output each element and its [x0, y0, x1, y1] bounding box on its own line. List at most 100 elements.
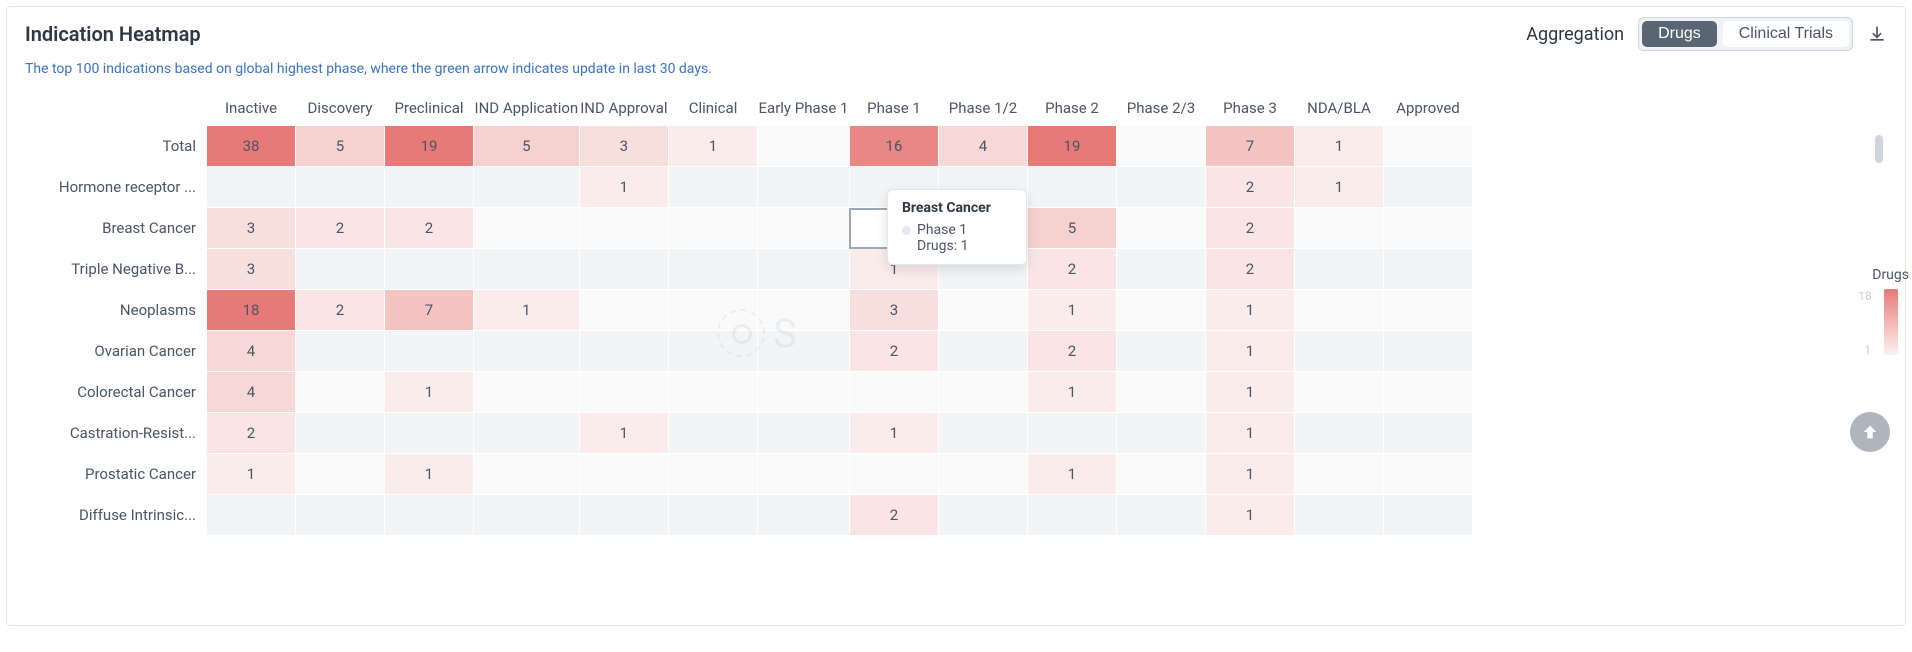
heatmap-cell[interactable] — [296, 372, 385, 413]
heatmap-cell[interactable] — [579, 208, 668, 249]
heatmap-cell[interactable]: 2 — [849, 495, 938, 536]
row-header[interactable]: Ovarian Cancer — [25, 331, 207, 372]
heatmap-cell[interactable] — [579, 495, 668, 536]
heatmap-cell[interactable]: 2 — [1027, 249, 1116, 290]
heatmap-cell[interactable] — [1383, 208, 1472, 249]
heatmap-cell[interactable]: 1 — [579, 413, 668, 454]
heatmap-cell[interactable] — [669, 495, 758, 536]
heatmap-cell[interactable] — [1294, 331, 1383, 372]
heatmap-cell[interactable] — [1116, 495, 1205, 536]
heatmap-cell[interactable] — [385, 167, 474, 208]
heatmap-cell[interactable]: 1 — [1205, 290, 1294, 331]
heatmap-cell[interactable] — [474, 454, 580, 495]
heatmap-cell[interactable] — [1383, 290, 1472, 331]
heatmap-cell[interactable] — [669, 290, 758, 331]
heatmap-cell[interactable] — [1116, 167, 1205, 208]
heatmap-cell[interactable]: 3 — [207, 249, 296, 290]
heatmap-cell[interactable]: 1 — [474, 290, 580, 331]
scroll-to-top-button[interactable] — [1850, 412, 1890, 452]
row-header[interactable]: Total — [25, 126, 207, 167]
heatmap-cell[interactable] — [1116, 290, 1205, 331]
heatmap-cell[interactable] — [385, 331, 474, 372]
heatmap-cell[interactable] — [579, 372, 668, 413]
heatmap-cell[interactable]: 2 — [1205, 249, 1294, 290]
heatmap-cell[interactable] — [938, 372, 1027, 413]
heatmap-cell[interactable]: 3 — [849, 290, 938, 331]
heatmap-cell[interactable] — [758, 167, 850, 208]
scrollbar-thumb[interactable] — [1875, 135, 1883, 163]
heatmap-cell[interactable]: 19 — [1027, 126, 1116, 167]
heatmap-cell[interactable] — [938, 413, 1027, 454]
row-header[interactable]: Breast Cancer — [25, 208, 207, 249]
heatmap-cell[interactable]: 2 — [296, 290, 385, 331]
heatmap-cell[interactable] — [474, 372, 580, 413]
heatmap-cell[interactable]: 1 — [1027, 372, 1116, 413]
heatmap-cell[interactable] — [669, 167, 758, 208]
heatmap-cell[interactable] — [758, 372, 850, 413]
heatmap-cell[interactable]: 2 — [1205, 167, 1294, 208]
heatmap-cell[interactable] — [1294, 290, 1383, 331]
heatmap-cell[interactable] — [474, 249, 580, 290]
heatmap-cell[interactable]: 2 — [207, 413, 296, 454]
heatmap-cell[interactable] — [758, 495, 850, 536]
heatmap-cell[interactable] — [849, 454, 938, 495]
heatmap-cell[interactable]: 5 — [474, 126, 580, 167]
heatmap-cell[interactable]: 1 — [1294, 126, 1383, 167]
heatmap-cell[interactable] — [669, 208, 758, 249]
heatmap-cell[interactable] — [1294, 208, 1383, 249]
heatmap-cell[interactable] — [1116, 249, 1205, 290]
row-header[interactable]: Castration-Resist... — [25, 413, 207, 454]
heatmap-cell[interactable]: 1 — [1205, 495, 1294, 536]
heatmap-cell[interactable] — [758, 208, 850, 249]
heatmap-cell[interactable]: 1 — [1027, 290, 1116, 331]
heatmap-cell[interactable] — [758, 413, 850, 454]
download-icon[interactable] — [1867, 24, 1887, 44]
heatmap-cell[interactable] — [296, 249, 385, 290]
heatmap-cell[interactable] — [1294, 413, 1383, 454]
heatmap-cell[interactable]: 1 — [1294, 167, 1383, 208]
heatmap-cell[interactable] — [1294, 249, 1383, 290]
heatmap-cell[interactable] — [296, 167, 385, 208]
heatmap-cell[interactable] — [1116, 413, 1205, 454]
heatmap-cell[interactable] — [1294, 454, 1383, 495]
heatmap-cell[interactable]: 2 — [296, 208, 385, 249]
heatmap-cell[interactable] — [1294, 495, 1383, 536]
heatmap-cell[interactable] — [758, 331, 850, 372]
row-header[interactable]: Hormone receptor ... — [25, 167, 207, 208]
heatmap-cell[interactable] — [938, 495, 1027, 536]
heatmap-cell[interactable] — [1383, 331, 1472, 372]
heatmap-cell[interactable]: 1 — [1205, 454, 1294, 495]
heatmap-cell[interactable]: 5 — [1027, 208, 1116, 249]
heatmap-cell[interactable]: 2 — [1027, 331, 1116, 372]
heatmap-cell[interactable] — [207, 167, 296, 208]
row-header[interactable]: Colorectal Cancer — [25, 372, 207, 413]
row-header[interactable]: Neoplasms — [25, 290, 207, 331]
heatmap-cell[interactable] — [1383, 454, 1472, 495]
heatmap-cell[interactable] — [758, 126, 850, 167]
heatmap-cell[interactable] — [758, 454, 850, 495]
heatmap-cell[interactable] — [938, 454, 1027, 495]
heatmap-cell[interactable]: 4 — [207, 331, 296, 372]
heatmap-cell[interactable]: 3 — [207, 208, 296, 249]
heatmap-cell[interactable] — [296, 454, 385, 495]
heatmap-cell[interactable]: 1 — [579, 167, 668, 208]
heatmap-cell[interactable] — [669, 372, 758, 413]
heatmap-cell[interactable] — [579, 290, 668, 331]
heatmap-cell[interactable]: 1 — [1205, 331, 1294, 372]
heatmap-cell[interactable] — [1383, 372, 1472, 413]
heatmap-cell[interactable] — [938, 290, 1027, 331]
heatmap-cell[interactable]: 1 — [1205, 372, 1294, 413]
heatmap-cell[interactable]: 1 — [669, 126, 758, 167]
heatmap-cell[interactable]: 2 — [849, 331, 938, 372]
heatmap-cell[interactable] — [296, 331, 385, 372]
heatmap-cell[interactable]: 7 — [1205, 126, 1294, 167]
heatmap-cell[interactable] — [1294, 372, 1383, 413]
heatmap-cell[interactable]: 7 — [385, 290, 474, 331]
heatmap-cell[interactable] — [938, 331, 1027, 372]
heatmap-cell[interactable] — [579, 249, 668, 290]
heatmap-cell[interactable]: 1 — [1205, 413, 1294, 454]
heatmap-cell[interactable] — [1383, 126, 1472, 167]
heatmap-cell[interactable]: 4 — [938, 126, 1027, 167]
heatmap-cell[interactable]: 1 — [207, 454, 296, 495]
row-header[interactable]: Prostatic Cancer — [25, 454, 207, 495]
